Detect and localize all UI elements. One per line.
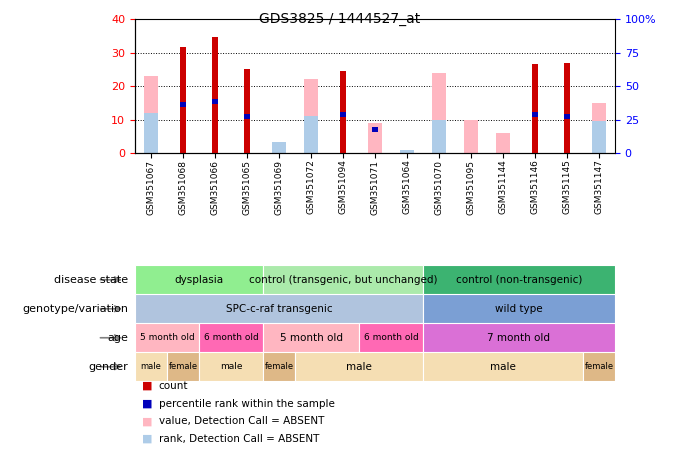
Bar xyxy=(592,121,606,153)
Bar xyxy=(199,352,263,381)
Text: female: female xyxy=(584,362,613,371)
Text: female: female xyxy=(169,362,198,371)
Bar xyxy=(564,63,570,153)
Bar xyxy=(244,114,250,119)
Bar xyxy=(583,352,615,381)
Bar xyxy=(263,352,295,381)
Text: ■: ■ xyxy=(142,416,152,426)
Bar xyxy=(423,323,615,352)
Bar xyxy=(135,265,263,294)
Text: disease state: disease state xyxy=(54,275,129,285)
Text: ■: ■ xyxy=(142,434,152,444)
Bar xyxy=(340,112,346,117)
Text: rank, Detection Call = ABSENT: rank, Detection Call = ABSENT xyxy=(159,434,319,444)
Bar xyxy=(180,47,186,153)
Bar xyxy=(368,123,382,153)
Text: value, Detection Call = ABSENT: value, Detection Call = ABSENT xyxy=(159,416,324,426)
Bar xyxy=(372,127,378,132)
Bar xyxy=(423,265,615,294)
Text: SPC-c-raf transgenic: SPC-c-raf transgenic xyxy=(226,304,333,314)
Bar xyxy=(359,323,423,352)
Bar xyxy=(199,323,263,352)
Text: gender: gender xyxy=(88,362,129,372)
Text: age: age xyxy=(107,333,129,343)
Text: control (transgenic, but unchanged): control (transgenic, but unchanged) xyxy=(249,275,437,285)
Bar xyxy=(135,323,199,352)
Text: 6 month old: 6 month old xyxy=(203,333,258,342)
Bar xyxy=(167,352,199,381)
Text: dysplasia: dysplasia xyxy=(175,275,224,285)
Text: GDS3825 / 1444527_at: GDS3825 / 1444527_at xyxy=(259,12,421,26)
Text: male: male xyxy=(346,362,372,372)
Text: male: male xyxy=(220,362,242,371)
Bar xyxy=(496,133,510,153)
Bar xyxy=(432,120,446,153)
Bar xyxy=(532,64,538,153)
Text: percentile rank within the sample: percentile rank within the sample xyxy=(159,399,335,409)
Text: ■: ■ xyxy=(142,399,152,409)
Text: count: count xyxy=(159,381,188,391)
Bar xyxy=(532,112,538,117)
Bar xyxy=(135,352,167,381)
Bar xyxy=(143,113,158,153)
Text: 7 month old: 7 month old xyxy=(488,333,551,343)
Bar xyxy=(564,114,570,119)
Bar xyxy=(295,352,423,381)
Bar xyxy=(212,37,218,153)
Bar xyxy=(432,73,446,153)
Text: female: female xyxy=(265,362,294,371)
Text: 6 month old: 6 month old xyxy=(364,333,418,342)
Bar xyxy=(304,80,318,153)
Bar xyxy=(135,294,423,323)
Bar xyxy=(272,142,286,153)
Bar xyxy=(263,265,423,294)
Bar xyxy=(423,294,615,323)
Bar xyxy=(592,103,606,153)
Bar xyxy=(180,102,186,107)
Text: 5 month old: 5 month old xyxy=(279,333,343,343)
Text: male: male xyxy=(141,362,161,371)
Text: genotype/variation: genotype/variation xyxy=(22,304,129,314)
Bar xyxy=(423,352,583,381)
Bar xyxy=(263,323,359,352)
Bar xyxy=(464,120,478,153)
Bar xyxy=(340,71,346,153)
Text: control (non-transgenic): control (non-transgenic) xyxy=(456,275,582,285)
Bar xyxy=(304,116,318,153)
Text: ■: ■ xyxy=(142,381,152,391)
Text: wild type: wild type xyxy=(495,304,543,314)
Text: male: male xyxy=(490,362,516,372)
Bar xyxy=(212,99,218,104)
Text: 5 month old: 5 month old xyxy=(139,333,194,342)
Bar xyxy=(244,69,250,153)
Bar xyxy=(143,76,158,153)
Bar xyxy=(400,150,414,153)
